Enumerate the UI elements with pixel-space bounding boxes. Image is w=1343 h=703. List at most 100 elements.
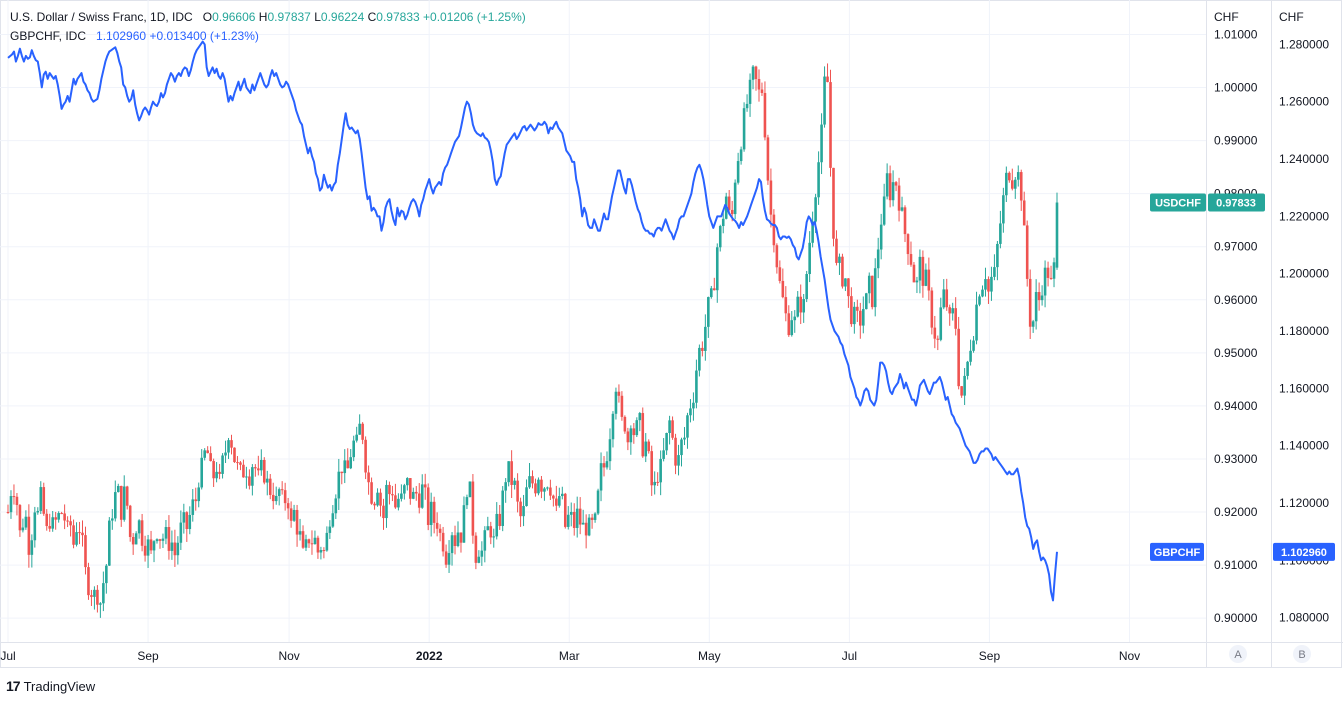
usdchf-candle-body — [635, 420, 639, 436]
usdchf-candle-body — [271, 494, 275, 502]
usdchf-candle-body — [277, 489, 281, 497]
usdchf-candle-body — [119, 485, 123, 520]
usdchf-candle-body — [1052, 262, 1056, 279]
usdchf-candle-body — [742, 108, 746, 150]
usdchf-candle-body — [27, 516, 31, 555]
usdchf-candle-body — [531, 476, 534, 484]
usdchf-candle-body — [540, 479, 543, 492]
usdchf-candle-body — [951, 308, 954, 314]
gbpchf-last-price-label: GBPCHF 1.102960 — [1150, 542, 1335, 561]
usdchf-candle-body — [590, 517, 594, 520]
usdchf-candle-body — [513, 480, 516, 485]
usdchf-candle-body — [602, 463, 606, 468]
usdchf-candle-body — [906, 234, 910, 255]
usdchf-candle-body — [221, 455, 224, 474]
usdchf-candle-body — [370, 482, 373, 504]
usdchf-candle-body — [733, 182, 737, 215]
usdchf-candle-body — [769, 180, 773, 215]
usdchf-candle-body — [128, 505, 132, 537]
usdchf-candle-body — [265, 478, 269, 483]
axis-a-button[interactable]: A — [1229, 645, 1247, 663]
usdchf-candle-body — [1025, 225, 1029, 279]
usdchf-candle-body — [730, 209, 734, 215]
usdchf-candle-body — [894, 182, 898, 186]
usdchf-candle-body — [301, 531, 305, 548]
usdchf-candle-body — [173, 542, 177, 556]
usdchf-candle-body — [739, 149, 743, 162]
usdchf-candle-body — [343, 460, 347, 474]
axis-b-button[interactable]: B — [1293, 645, 1311, 663]
usdchf-price-tag: 0.97833 — [1216, 198, 1256, 210]
usdchf-candle-body — [194, 499, 198, 502]
usdchf-candle-body — [885, 173, 889, 197]
usdchf-candle-body — [394, 495, 397, 508]
usdchf-candle-body — [218, 471, 221, 474]
usdchf-candle-body — [850, 296, 853, 325]
usdchf-candle-body — [978, 296, 981, 305]
usdchf-candle-body — [552, 495, 555, 499]
usdchf-candle-body — [993, 267, 996, 277]
usdchf-candle-body — [799, 296, 803, 313]
usdchf-candle-body — [695, 370, 698, 403]
axis-b-tick-label: 1.280000 — [1279, 37, 1329, 51]
usdchf-candle-body — [45, 513, 49, 527]
usdchf-candle-body — [78, 532, 81, 534]
time-axis-label: Jul — [842, 649, 857, 663]
usdchf-candle-body — [516, 480, 519, 502]
usdchf-candle-body — [262, 459, 266, 483]
usdchf-candle-body — [787, 313, 791, 336]
usdchf-candle-body — [1010, 180, 1014, 189]
usdchf-candle-body — [453, 535, 457, 547]
axis-b-unit: CHF — [1279, 10, 1304, 24]
usdchf-candle-body — [361, 423, 364, 440]
usdchf-candle-body — [60, 513, 63, 515]
usdchf-candle-body — [337, 471, 341, 499]
usdchf-candle-body — [96, 589, 99, 605]
axis-a-tick-label: 0.91000 — [1214, 558, 1258, 572]
usdchf-candle-body — [522, 506, 525, 517]
usdchf-candle-body — [227, 440, 230, 453]
usdchf-candle-body — [948, 307, 952, 314]
legend-gbpchf[interactable]: GBPCHF, IDC 1.102960 +0.013400 (+1.23%) — [10, 27, 526, 46]
usdchf-candle-body — [498, 513, 502, 526]
usdchf-candle-body — [328, 526, 332, 533]
usdchf-candle-body — [927, 269, 931, 291]
usdchf-candle-body — [212, 461, 215, 479]
axis-a-tick-label: 0.90000 — [1214, 611, 1258, 625]
usdchf-candle-body — [1002, 195, 1005, 224]
usdchf-candle-body — [766, 137, 770, 181]
usdchf-candle-body — [69, 521, 72, 526]
usdchf-candle-body — [617, 391, 621, 396]
usdchf-candle-body — [698, 347, 701, 371]
legend-high-value: 0.97837 — [267, 10, 311, 24]
usdchf-candle-body — [30, 540, 34, 555]
usdchf-candle-body — [137, 520, 141, 534]
usdchf-candle-body — [790, 320, 794, 336]
usdchf-candle-body — [33, 512, 37, 541]
usdchf-candle-body — [1031, 321, 1035, 327]
usdchf-candle-body — [999, 223, 1002, 244]
legend-gbpchf-name: GBPCHF, IDC — [10, 29, 87, 43]
usdchf-candle-body — [960, 386, 963, 396]
usdchf-candle-body — [1028, 278, 1032, 327]
usdchf-candle-body — [856, 306, 859, 311]
usdchf-candle-body — [975, 304, 978, 341]
usdchf-candle-body — [501, 490, 504, 526]
usdchf-candle-body — [149, 539, 153, 551]
usdchf-candle-body — [805, 274, 808, 300]
usdchf-candle-body — [51, 517, 55, 529]
legend-open-label: O — [202, 10, 213, 24]
usdchf-candle-body — [802, 299, 805, 313]
time-axis-label: Mar — [559, 649, 580, 663]
usdchf-candle-body — [322, 550, 326, 552]
usdchf-candle-body — [859, 310, 862, 326]
usdchf-candle-body — [292, 509, 296, 521]
usdchf-candle-body — [903, 207, 907, 235]
axis-b-tick-label: 1.160000 — [1279, 381, 1329, 395]
usdchf-candle-body — [876, 249, 880, 269]
legend-usdchf[interactable]: U.S. Dollar / Swiss Franc, 1D, IDC O0.96… — [10, 8, 526, 27]
legend-usdchf-change: +0.01206 (+1.25%) — [423, 10, 526, 24]
tradingview-watermark[interactable]: 17 TradingView — [6, 678, 95, 694]
usdchf-candle-body — [167, 527, 171, 551]
